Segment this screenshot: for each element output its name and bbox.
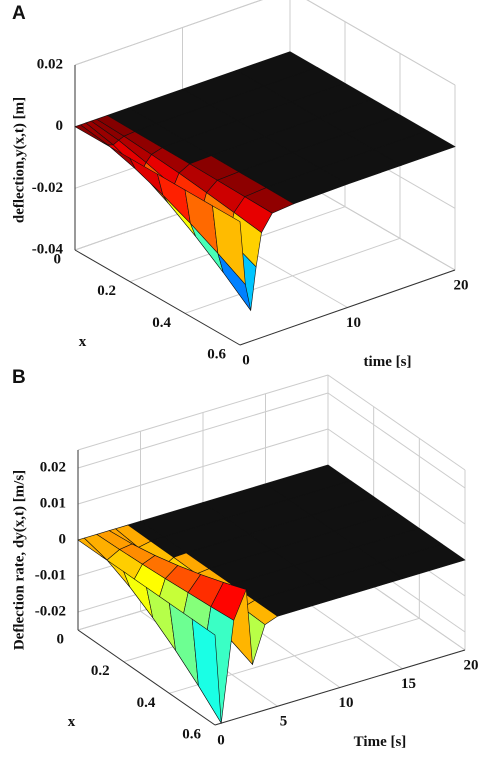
y-tick-label: 20 [454, 277, 469, 293]
z-tick-label: -0.01 [35, 567, 66, 583]
z-tick-label: -0.04 [32, 241, 64, 257]
y-axis [214, 649, 466, 726]
y-tick-label: 5 [280, 714, 288, 730]
y-tick-label: 10 [339, 695, 354, 711]
grid-line [327, 392, 466, 489]
z-tick-label: 0.02 [40, 459, 66, 475]
surface-cell [212, 205, 246, 286]
z-axis-label: deflection,y(x,t) [m] [11, 97, 27, 223]
x-tick-label: 0.6 [207, 346, 226, 362]
z-axis-label: Deflection rate, dy(x,t) [m/s] [11, 470, 27, 650]
x-axis-label: x [79, 334, 87, 350]
x-axis [74, 249, 241, 346]
y-axis [239, 269, 456, 346]
grid-line [327, 428, 466, 525]
z-tick-label: 0.02 [37, 56, 63, 72]
z-tick-label: 0 [56, 118, 64, 134]
y-tick-label: 0 [242, 352, 250, 368]
y-tick-label: 15 [401, 676, 416, 692]
surface-cell [191, 618, 222, 724]
box-edge [327, 374, 466, 471]
z-tick-label: -0.02 [32, 180, 63, 196]
y-axis-label: Time [s] [354, 734, 407, 750]
x-tick-label: 0.2 [91, 663, 110, 679]
surface-plot: -0.04 -0.02 0 0.02 0 0.2 0.4 0.6 0 10 20 x time [s] d… [11, 0, 469, 370]
z-tick-label: -0.02 [35, 603, 66, 619]
panel-label: A [12, 3, 26, 24]
y-tick-label: 0 [217, 732, 225, 748]
y-tick-label: 10 [346, 315, 361, 331]
surface-plot: -0.02 -0.01 0 0.01 0.02 0 0.2 0.4 0.6 0 5 10 15 20 x Ti… [11, 367, 478, 750]
x-tick-label: 0.4 [137, 695, 156, 711]
x-tick-label: 0.4 [152, 315, 171, 331]
z-tick-label: 0 [59, 531, 67, 547]
x-tick-label: 0 [54, 251, 62, 267]
x-tick-label: 0.6 [182, 726, 201, 742]
x-tick-label: 0 [57, 631, 65, 647]
x-axis-label: x [68, 714, 76, 730]
x-axis [77, 629, 216, 726]
y-tick-label: 20 [464, 657, 479, 673]
y-axis-label: time [s] [364, 354, 412, 370]
panel-label: B [12, 367, 26, 388]
grid-line [306, 0, 456, 86]
z-tick-label: 0.01 [40, 495, 66, 511]
x-tick-label: 0.2 [97, 283, 116, 299]
